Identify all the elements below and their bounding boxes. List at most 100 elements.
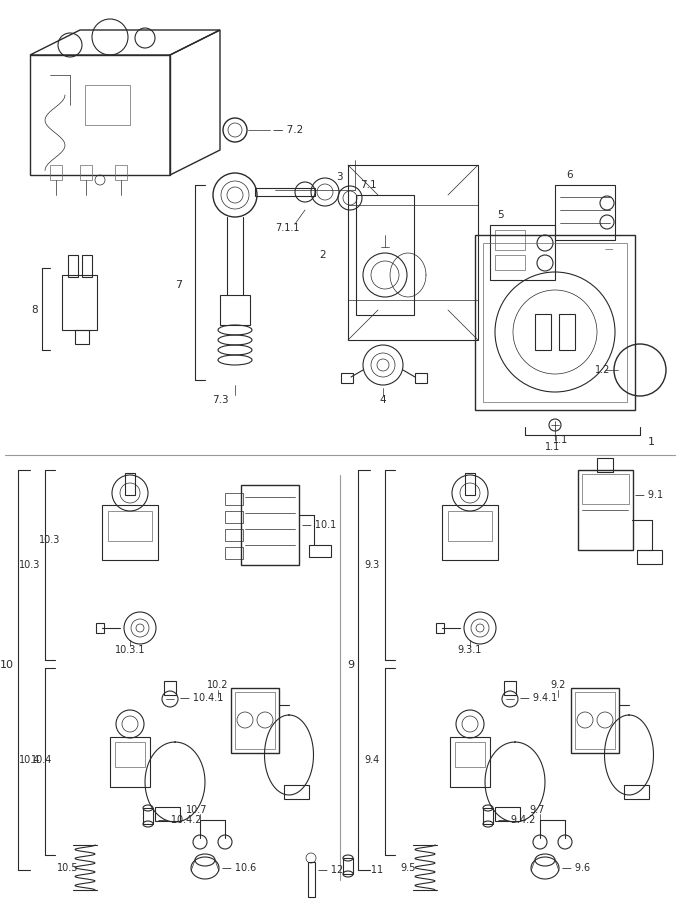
Bar [483,808,493,824]
Text: 9.2: 9.2 [550,680,566,690]
Text: 9.7: 9.7 [529,805,545,815]
Bar [495,807,520,821]
Text: 4: 4 [379,395,386,405]
Bar [241,485,299,565]
Text: 7.1: 7.1 [360,180,377,190]
Bar [475,235,635,410]
Text: 10.5: 10.5 [57,863,79,873]
Bar [356,195,414,315]
Bar [555,185,615,240]
Bar [450,737,490,787]
Bar [436,623,444,633]
Bar [143,808,153,824]
Text: — 9.6: — 9.6 [562,863,590,873]
Bar [85,85,130,125]
Bar [96,623,104,633]
Bar [115,165,127,180]
Bar [225,529,243,541]
Bar [235,692,275,749]
Text: 2: 2 [320,250,326,260]
Text: 1: 1 [648,437,655,447]
Bar [465,473,475,495]
Text: — 12: — 12 [318,865,343,875]
Text: — 9.4.2: — 9.4.2 [498,815,535,825]
Bar [455,742,485,767]
Bar [30,55,170,175]
Bar [490,225,555,280]
Text: 6: 6 [566,170,573,180]
Bar [108,511,152,541]
Bar [284,785,309,799]
Bar [225,547,243,559]
Text: 9: 9 [347,660,354,670]
Text: 7.3: 7.3 [211,395,228,405]
Text: — 10.4.1: — 10.4.1 [180,693,223,703]
Text: 3: 3 [337,172,343,182]
Text: —: — [605,246,613,255]
Bar [483,243,627,402]
Bar [624,785,649,799]
Text: 1.1: 1.1 [553,435,568,445]
Text: — 9.1: — 9.1 [635,490,663,500]
Text: — 10.4.2: — 10.4.2 [158,815,201,825]
Text: 5: 5 [496,210,503,220]
Text: 1.2: 1.2 [594,365,610,375]
Bar [575,692,615,749]
Text: 1.1: 1.1 [545,442,560,452]
Bar [495,255,525,270]
Bar [343,858,353,874]
Bar [535,314,551,350]
Text: — 9.4.1: — 9.4.1 [520,693,557,703]
Bar [164,681,176,695]
Bar [110,737,150,787]
Bar [415,373,427,383]
Text: — 7.2: — 7.2 [273,125,303,135]
Bar [308,862,315,897]
Text: 9.3: 9.3 [364,560,380,570]
Bar [102,505,158,560]
Text: 7: 7 [175,280,182,290]
Bar [348,165,478,340]
Bar [220,295,250,325]
Text: 9.4: 9.4 [364,755,380,765]
Text: — 10.1: — 10.1 [302,520,336,530]
Text: 9.3.1: 9.3.1 [458,645,482,655]
Bar [571,688,619,753]
Bar [50,165,62,180]
Bar [115,742,145,767]
Bar [255,188,315,196]
Bar [559,314,575,350]
Bar [495,230,525,250]
Text: 10.3: 10.3 [18,560,40,570]
Bar [637,550,662,564]
Bar [578,470,633,550]
Bar [75,330,89,344]
Bar [155,807,180,821]
Bar [62,275,97,330]
Bar [225,511,243,523]
Bar [504,681,516,695]
Text: 10.3.1: 10.3.1 [115,645,146,655]
Text: 7.1.1: 7.1.1 [275,223,299,233]
Text: — 10.6: — 10.6 [222,863,256,873]
Bar [309,545,331,557]
Text: 10.2: 10.2 [207,680,228,690]
Text: 10.4: 10.4 [18,755,40,765]
Bar [442,505,498,560]
Bar [448,511,492,541]
Text: 10: 10 [0,660,14,670]
Text: 10.3: 10.3 [39,535,60,545]
Text: 8: 8 [31,305,38,315]
Bar [82,255,92,277]
Bar [80,165,92,180]
Bar [68,255,78,277]
Bar [225,493,243,505]
Text: 9.5: 9.5 [401,863,415,873]
Bar [125,473,135,495]
Bar [582,474,629,504]
Bar [231,688,279,753]
Text: 10.4: 10.4 [31,755,52,765]
Bar [341,373,353,383]
Text: 10.7: 10.7 [186,805,208,815]
Bar [597,458,613,472]
